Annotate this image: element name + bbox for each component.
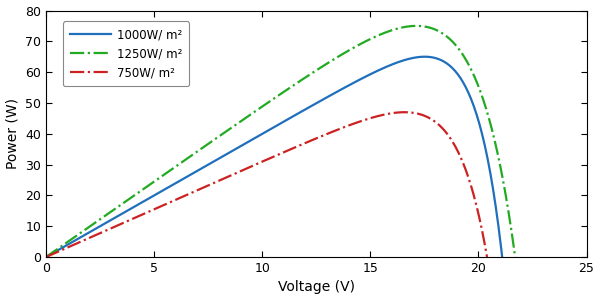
750W/ m² <box>281 150 288 154</box>
Legend: 1000W/ m², 1250W/ m², 750W/ m²: 1000W/ m², 1250W/ m², 750W/ m² <box>62 21 190 86</box>
1250W/ m² <box>413 24 420 28</box>
1250W/ m² <box>43 255 50 259</box>
1000W/ m² <box>499 255 506 259</box>
1250W/ m² <box>322 63 329 67</box>
Line: 1000W/ m²: 1000W/ m² <box>46 57 502 257</box>
750W/ m² <box>252 163 259 166</box>
750W/ m² <box>254 162 262 165</box>
750W/ m² <box>474 207 481 211</box>
750W/ m² <box>43 255 50 259</box>
1250W/ m² <box>265 100 272 104</box>
1000W/ m² <box>262 130 269 134</box>
750W/ m² <box>405 110 412 114</box>
750W/ m² <box>305 140 312 143</box>
Y-axis label: Power (W): Power (W) <box>5 98 20 169</box>
1250W/ m² <box>501 188 508 192</box>
1250W/ m² <box>428 26 435 30</box>
750W/ m² <box>484 255 491 259</box>
1250W/ m² <box>268 98 275 102</box>
1250W/ m² <box>296 79 304 83</box>
1250W/ m² <box>512 255 519 259</box>
Line: 1250W/ m²: 1250W/ m² <box>46 26 515 257</box>
1000W/ m² <box>259 132 266 135</box>
X-axis label: Voltage (V): Voltage (V) <box>278 280 355 294</box>
1000W/ m² <box>421 55 428 58</box>
Line: 750W/ m²: 750W/ m² <box>46 112 487 257</box>
1000W/ m² <box>416 55 424 59</box>
750W/ m² <box>401 110 409 114</box>
1000W/ m² <box>488 182 496 185</box>
1000W/ m² <box>43 255 50 259</box>
1000W/ m² <box>314 101 321 104</box>
1000W/ m² <box>289 115 296 118</box>
